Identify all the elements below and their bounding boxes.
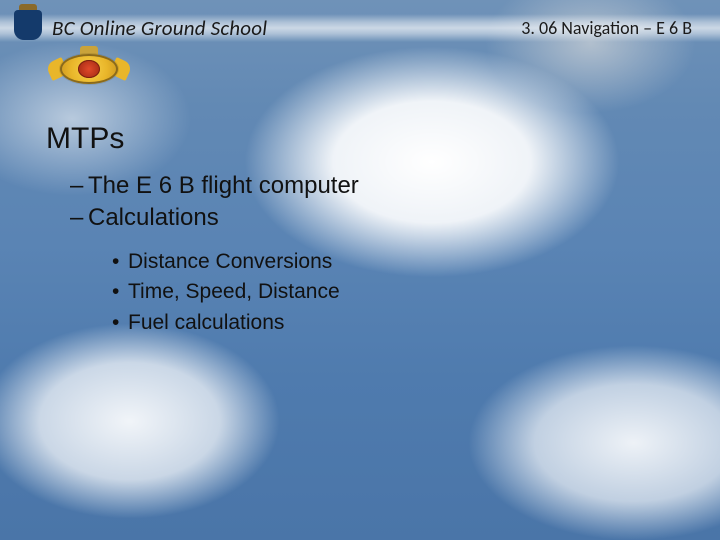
list-item: The E 6 B flight computer bbox=[70, 170, 680, 202]
crest-shield bbox=[14, 10, 42, 40]
crest-emblem bbox=[10, 4, 46, 48]
slide-content: MTPs The E 6 B flight computer Calculati… bbox=[46, 122, 680, 338]
list-item: Distance Conversions bbox=[112, 247, 680, 277]
list-item: Fuel calculations bbox=[112, 308, 680, 338]
mtp-bullet-list: Distance Conversions Time, Speed, Distan… bbox=[112, 247, 680, 338]
list-item-label: Calculations bbox=[88, 204, 219, 231]
header-title-right: 3. 06 Navigation – E 6 B bbox=[521, 17, 692, 39]
wings-badge bbox=[50, 44, 128, 96]
list-item: Time, Speed, Distance bbox=[112, 277, 680, 307]
list-item-label: Fuel calculations bbox=[128, 311, 284, 334]
header-title-left: BC Online Ground School bbox=[52, 15, 267, 41]
mtp-dash-list: The E 6 B flight computer Calculations bbox=[70, 170, 680, 235]
list-item-label: The E 6 B flight computer bbox=[88, 172, 359, 199]
list-item: Calculations bbox=[70, 202, 680, 234]
list-item-label: Distance Conversions bbox=[128, 250, 332, 273]
slide-title: MTPs bbox=[46, 122, 680, 156]
list-item-label: Time, Speed, Distance bbox=[128, 280, 340, 303]
badge-center bbox=[78, 60, 100, 78]
header-bar: BC Online Ground School 3. 06 Navigation… bbox=[0, 14, 720, 42]
